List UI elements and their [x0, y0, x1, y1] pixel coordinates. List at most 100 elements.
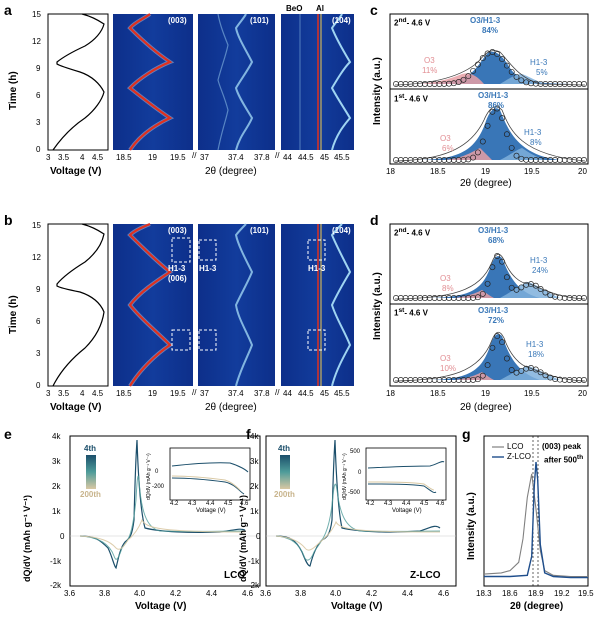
panel-b-2theta-tick: 45.5 [334, 389, 350, 398]
data-point-marker [576, 295, 583, 301]
panel-d-data-points [393, 253, 587, 383]
panel-e-ytick: -1k [50, 557, 62, 566]
data-point-marker [465, 73, 472, 80]
panel-a-peak-104-label: (104) [332, 16, 351, 25]
panel-b-peak-101-label: (101) [250, 226, 269, 235]
panel-g-xtick: 19.5 [578, 589, 594, 598]
data-point-marker [528, 157, 534, 163]
panel-a-ytick: 9 [36, 64, 41, 73]
panel-c-top-o3h13-pct: 84% [482, 26, 499, 35]
panel-f-inset-ytick: 0 [358, 470, 362, 476]
data-point-marker [479, 372, 486, 379]
data-point-marker [474, 376, 481, 383]
data-point-marker [397, 157, 404, 163]
panel-c-ylabel: Intensity (a.u.) [372, 57, 383, 125]
data-point-marker [455, 79, 462, 85]
panel-a-2theta-tick: 19.5 [170, 153, 186, 162]
panel-f-xlabel: Voltage (V) [331, 601, 383, 612]
panel-d-xtick: 18.5 [430, 389, 446, 398]
panel-e-ytick: 3k [52, 457, 61, 466]
data-point-marker [412, 157, 419, 163]
panel-g-note-cycle: after 500th [544, 454, 584, 465]
panel-f-inset-xtick: 4.5 [420, 501, 429, 507]
data-point-marker [542, 372, 549, 379]
panel-a-peak-101-label: (101) [250, 16, 269, 25]
panel-c [389, 13, 589, 165]
data-point-marker [508, 68, 515, 75]
panel-d-xlabel: 2θ (degree) [460, 402, 512, 413]
panel-d-xtick: 20 [578, 389, 587, 398]
data-point-marker [397, 377, 404, 383]
panel-e-ylabel: dQ/dV (mAh g⁻¹ V⁻¹) [22, 495, 32, 582]
panel-a-ytick: 15 [32, 10, 41, 19]
panel-d-top-o3h13: O3/H1-3 [478, 226, 509, 235]
panel-label-c: c [370, 2, 378, 18]
panel-e-xtick: 4.6 [242, 589, 254, 598]
data-point-marker [460, 377, 467, 383]
data-point-marker [518, 367, 525, 374]
data-point-marker [581, 157, 587, 163]
data-point-marker [581, 377, 587, 383]
panel-b-ytick: 0 [36, 381, 41, 390]
panel-a-2theta-tick: 18.5 [116, 153, 132, 162]
panel-f-xtick: 4.4 [402, 589, 414, 598]
panel-a: // // [47, 12, 354, 160]
panel-a-2theta-tick: 37.4 [228, 153, 244, 162]
panel-e-inset-xtick: 4.3 [188, 501, 197, 507]
panel-b-2theta-tick: 19 [148, 389, 157, 398]
panel-d-xtick: 19 [481, 389, 490, 398]
panel-f-ytick: 4k [250, 432, 259, 441]
panel-b-voltage-curve [52, 223, 105, 387]
panel-d-top-o3-pct: 8% [442, 284, 454, 293]
data-point-marker [494, 253, 501, 259]
panel-c-top-o3: O3 [424, 56, 435, 65]
data-point-marker [523, 156, 530, 163]
data-point-marker [431, 81, 438, 87]
panel-f-sample-name: Z-LCO [410, 570, 441, 581]
panel-e-inset-ylabel: dQ/dV (mAh g⁻¹ V⁻¹) [146, 453, 152, 500]
data-point-marker [537, 369, 544, 376]
panel-a-heatmap-101 [198, 14, 275, 150]
data-point-marker [436, 157, 443, 163]
data-point-marker [513, 152, 520, 159]
data-point-marker [412, 295, 419, 301]
data-point-marker [393, 377, 399, 383]
data-point-marker [393, 295, 399, 301]
data-point-marker [407, 157, 414, 163]
panel-a-peak-003-trace [128, 13, 173, 151]
data-point-marker [556, 81, 563, 87]
panel-d-top-h13: H1-3 [530, 256, 548, 265]
panel-c-top-o3h13: O3/H1-3 [470, 16, 501, 25]
panel-label-e: e [4, 426, 12, 442]
panel-a-xtick: 3.5 [58, 153, 70, 162]
panel-a-xtick: 4.5 [92, 153, 104, 162]
panel-g-series-z-lco [484, 461, 588, 579]
data-point-marker [484, 122, 491, 129]
panel-b-ytick: 6 [36, 317, 41, 326]
data-point-marker [470, 67, 477, 74]
data-point-marker [489, 344, 496, 351]
data-point-marker [556, 294, 563, 301]
data-point-marker [499, 339, 506, 346]
data-point-marker [499, 115, 506, 122]
panel-d-bottom-h13: H1-3 [526, 340, 544, 349]
panel-c-xtick: 18 [386, 167, 395, 176]
data-point-marker [576, 81, 583, 87]
panel-a-xtick: 4 [80, 153, 85, 162]
data-point-marker [446, 295, 452, 301]
data-point-marker [499, 56, 506, 63]
svg-text://: // [192, 151, 197, 160]
data-point-marker [532, 282, 539, 289]
data-point-marker [503, 131, 510, 138]
panel-label-d: d [370, 212, 379, 228]
panel-e-inset-ytick: -200 [152, 484, 165, 490]
data-point-marker [474, 294, 481, 301]
data-point-marker [441, 157, 448, 163]
panel-b-peak-003-trace [128, 222, 172, 387]
panel-c-top-o3-pct: 11% [422, 66, 438, 75]
data-point-marker [537, 157, 544, 163]
panel-c-data-points [393, 49, 587, 163]
panel-g-ylabel: Intensity (a.u.) [466, 492, 477, 560]
panel-a-peak-003-label: (003) [168, 16, 187, 25]
panel-b-h13-label-3: H1-3 [308, 264, 326, 273]
